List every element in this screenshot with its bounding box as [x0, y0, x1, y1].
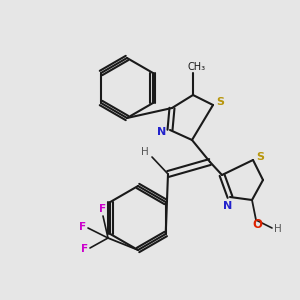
Text: N: N — [224, 201, 232, 211]
Text: CH₃: CH₃ — [188, 62, 206, 72]
Text: F: F — [81, 244, 88, 254]
Text: H: H — [274, 224, 282, 234]
Text: H: H — [141, 147, 149, 157]
Text: F: F — [80, 222, 87, 232]
Text: S: S — [256, 152, 264, 162]
Text: S: S — [216, 97, 224, 107]
Text: N: N — [158, 127, 166, 137]
Text: O: O — [252, 218, 262, 232]
Text: F: F — [99, 204, 106, 214]
